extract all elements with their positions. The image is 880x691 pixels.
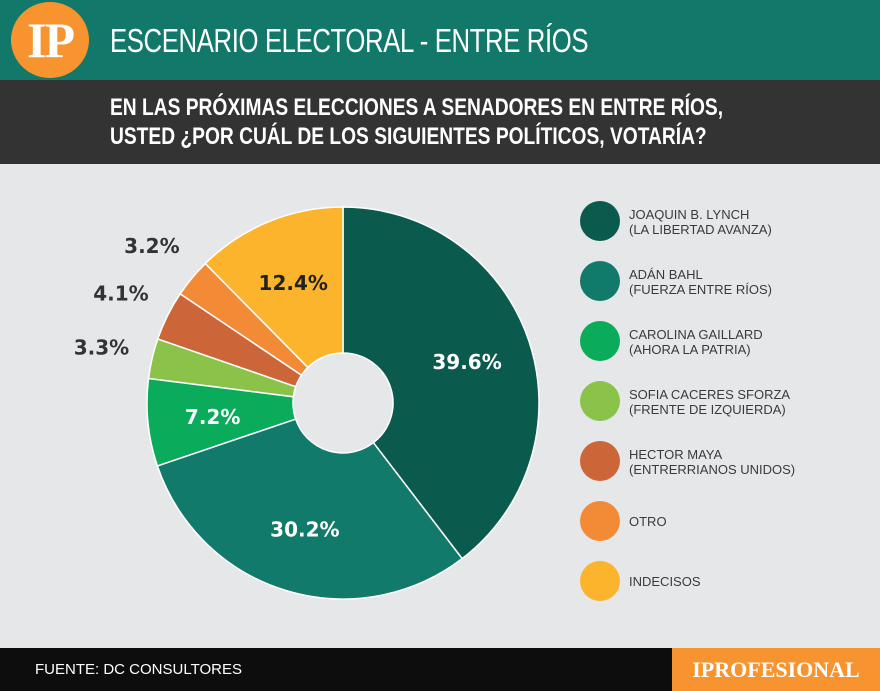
legend-name: OTRO	[629, 514, 667, 529]
legend-item: SOFIA CACERES SFORZA (FRENTE DE IZQUIERDA…	[580, 381, 840, 421]
legend-label: CAROLINA GAILLARD (AHORA LA PATRIA)	[629, 327, 763, 357]
legend-label: ADÁN BAHL (FUERZA ENTRE RÍOS)	[629, 267, 772, 297]
legend-name: CAROLINA GAILLARD	[629, 327, 763, 342]
legend-label: HECTOR MAYA (ENTRERRIANOS UNIDOS)	[629, 447, 795, 477]
slice-1	[156, 418, 464, 600]
question-text: EN LAS PRÓXIMAS ELECCIONES A SENADORES E…	[110, 93, 723, 151]
legend-swatch	[580, 321, 620, 361]
data-label-6: 12.4%	[259, 271, 328, 295]
legend-item: INDECISOS	[580, 561, 840, 601]
ip-logo: IP	[11, 2, 89, 78]
legend-label: OTRO	[629, 514, 667, 529]
data-label-0: 39.6%	[432, 350, 501, 374]
legend-swatch	[580, 501, 620, 541]
legend-party: (FUERZA ENTRE RÍOS)	[629, 282, 773, 297]
data-label-2: 7.2%	[185, 405, 240, 429]
legend-name: HECTOR MAYA	[629, 447, 723, 462]
legend-swatch	[580, 441, 620, 481]
legend-name: INDECISOS	[629, 574, 701, 589]
legend-swatch	[580, 561, 620, 601]
legend-name: ADÁN BAHL	[629, 267, 703, 282]
legend-name: SOFIA CACERES SFORZA	[629, 387, 791, 402]
legend-item: CAROLINA GAILLARD (AHORA LA PATRIA)	[580, 321, 840, 361]
legend-item: HECTOR MAYA (ENTRERRIANOS UNIDOS)	[580, 441, 840, 481]
legend-party: (ENTRERRIANOS UNIDOS)	[629, 462, 796, 477]
page-title: ESCENARIO ELECTORAL - ENTRE RÍOS	[110, 22, 589, 59]
legend-party: (FRENTE DE IZQUIERDA)	[629, 402, 786, 417]
question-bar: EN LAS PRÓXIMAS ELECCIONES A SENADORES E…	[0, 80, 880, 164]
legend-label: SOFIA CACERES SFORZA (FRENTE DE IZQUIERDA…	[629, 387, 790, 417]
slice-6	[204, 206, 344, 369]
donut-chart: 39.6% 30.2% 7.2% 3.3% 4.1% 3.2% 12.4%	[74, 206, 540, 600]
legend-swatch	[580, 201, 620, 241]
legend-swatch	[580, 261, 620, 301]
data-label-5: 3.2%	[124, 234, 179, 258]
data-label-1: 30.2%	[270, 517, 339, 541]
legend-item: JOAQUIN B. LYNCH (LA LIBERTAD AVANZA)	[580, 201, 840, 241]
question-line-2: USTED ¿POR CUÁL DE LOS SIGUIENTES POLÍTI…	[110, 123, 707, 150]
legend-item: ADÁN BAHL (FUERZA ENTRE RÍOS)	[580, 261, 840, 301]
data-label-3: 3.3%	[74, 336, 129, 360]
question-line-1: EN LAS PRÓXIMAS ELECCIONES A SENADORES E…	[110, 94, 724, 121]
legend-label: INDECISOS	[629, 574, 701, 589]
legend-label: JOAQUIN B. LYNCH (LA LIBERTAD AVANZA)	[629, 207, 772, 237]
footer-bar: FUENTE: DC CONSULTORES IPROFESIONAL	[0, 648, 880, 691]
legend-party: (LA LIBERTAD AVANZA)	[629, 222, 772, 237]
legend-name: JOAQUIN B. LYNCH	[629, 207, 750, 222]
legend-item: OTRO	[580, 501, 840, 541]
data-label-4: 4.1%	[93, 281, 148, 305]
source-text: FUENTE: DC CONSULTORES	[35, 661, 242, 678]
header-bar: IP ESCENARIO ELECTORAL - ENTRE RÍOS	[0, 0, 880, 80]
brand-logo: IPROFESIONAL	[672, 648, 880, 691]
legend-swatch	[580, 381, 620, 421]
legend-party: (AHORA LA PATRIA)	[629, 342, 751, 357]
slice-0	[342, 206, 540, 560]
